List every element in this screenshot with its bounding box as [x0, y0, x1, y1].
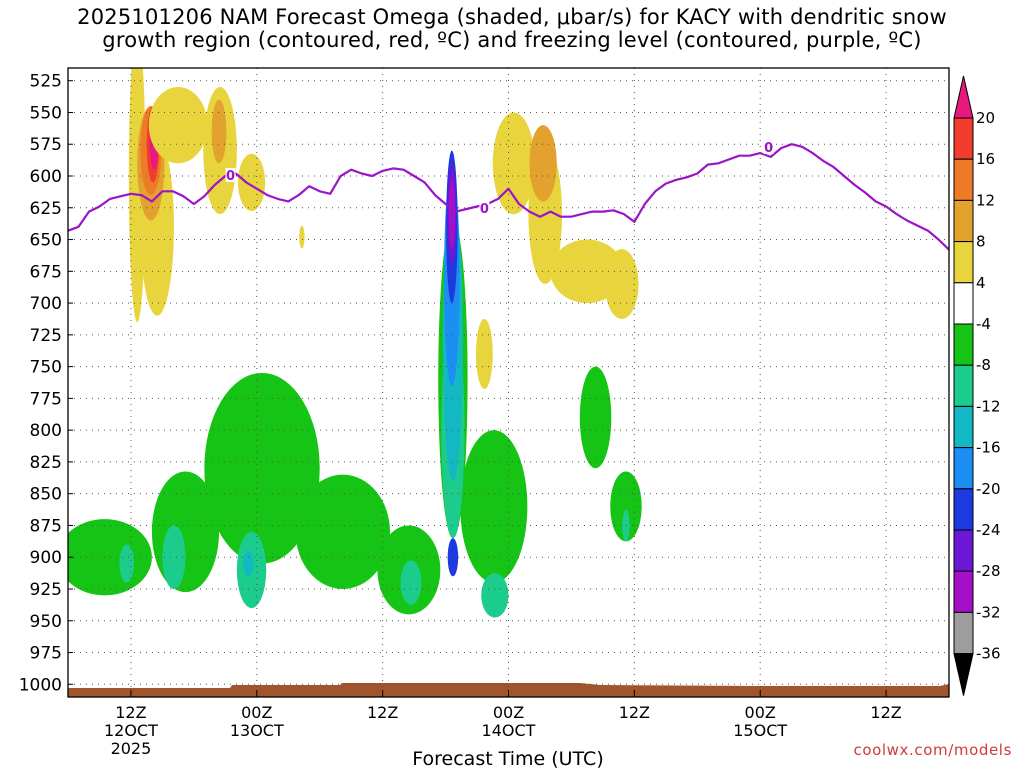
- omega-region: [622, 509, 630, 542]
- colorbar-label: 20: [976, 109, 995, 127]
- y-tick-label: 775: [30, 389, 62, 409]
- y-tick-label: 550: [30, 103, 62, 123]
- x-tick-sublabel: 15OCT: [733, 721, 787, 740]
- omega-region: [400, 560, 422, 605]
- freezing-level-contour: 0 0 0: [68, 140, 949, 251]
- omega-region: [529, 125, 557, 202]
- colorbar-band: [953, 364, 974, 407]
- colorbar-band: [953, 447, 974, 490]
- y-tick-label: 800: [30, 421, 62, 441]
- credit-text: coolwx.com/models: [853, 741, 1012, 759]
- colorbar-label: -16: [976, 439, 1001, 457]
- x-tick-sublabel: 13OCT: [230, 721, 284, 740]
- colorbar-label: -32: [976, 603, 1001, 621]
- omega-region: [481, 573, 509, 618]
- colorbar-band: [953, 529, 974, 572]
- colorbar-label: -8: [976, 356, 991, 374]
- colorbar-bottom-arrow: [953, 653, 974, 696]
- x-tick-label: 12Z: [870, 703, 901, 722]
- omega-region: [610, 471, 642, 542]
- colorbar-label: 12: [976, 191, 995, 209]
- omega-region: [148, 87, 208, 164]
- colorbar-label: -12: [976, 397, 1001, 415]
- omega-shading: [68, 68, 642, 618]
- colorbar-band: [953, 611, 974, 655]
- x-tick-label: 00Z: [745, 703, 776, 722]
- y-tick-label: 600: [30, 167, 62, 187]
- omega-region: [295, 474, 390, 589]
- x-tick-sublabel: 2025: [111, 739, 152, 758]
- colorbar-band: [953, 158, 974, 201]
- colorbar-band: [953, 323, 974, 366]
- omega-region: [162, 525, 186, 589]
- x-tick-label: 12Z: [367, 703, 398, 722]
- y-tick-label: 700: [30, 294, 62, 314]
- omega-region: [460, 430, 528, 583]
- y-tick-label: 950: [30, 612, 62, 632]
- y-tick-label: 725: [30, 326, 62, 346]
- chart-title-line-1: 2025101206 NAM Forecast Omega (shaded, μ…: [77, 5, 947, 29]
- omega-region: [299, 225, 305, 249]
- colorbar-label: -36: [976, 645, 1001, 663]
- colorbar-label: -28: [976, 562, 1001, 580]
- colorbar-label: -20: [976, 480, 1001, 498]
- y-tick-label: 850: [30, 485, 62, 505]
- y-tick-label: 575: [30, 135, 62, 155]
- y-tick-label: 750: [30, 358, 62, 378]
- freezing-level-label: 0: [226, 169, 235, 184]
- y-tick-label: 825: [30, 453, 62, 473]
- omega-region: [204, 372, 320, 564]
- omega-region: [448, 179, 456, 250]
- colorbar-label: 8: [976, 233, 986, 251]
- colorbar-band: [953, 488, 974, 531]
- y-tick-label: 1000: [19, 675, 62, 695]
- omega-region: [243, 550, 254, 577]
- pressure-axis: 525 550 575 600 625 650 675 700 725 750 775 800 825 8…: [19, 72, 73, 695]
- x-tick-sublabel: 14OCT: [482, 721, 536, 740]
- colorbar-label: -24: [976, 521, 1001, 539]
- y-tick-label: 925: [30, 580, 62, 600]
- omega-region: [119, 544, 135, 583]
- colorbar-band: [953, 405, 974, 449]
- x-axis-title: Forecast Time (UTC): [412, 748, 603, 768]
- x-tick-label: 00Z: [241, 703, 272, 722]
- chart-title-line-2: growth region (contoured, red, ºC) and f…: [102, 28, 922, 52]
- omega-region: [475, 318, 493, 389]
- omega-region: [237, 153, 266, 211]
- colorbar-label: -4: [976, 315, 991, 333]
- freezing-level-label: 0: [480, 202, 489, 217]
- colorbar-band: [953, 282, 974, 325]
- x-tick-label: 12Z: [115, 703, 146, 722]
- colorbar-band: [953, 570, 974, 613]
- y-tick-label: 525: [30, 72, 62, 92]
- colorbar-band: [953, 199, 974, 243]
- y-tick-label: 625: [30, 199, 62, 219]
- omega-region: [604, 249, 639, 319]
- freezing-level-label: 0: [764, 141, 773, 156]
- x-tick-label: 00Z: [493, 703, 524, 722]
- omega-region: [211, 99, 227, 164]
- y-tick-label: 975: [30, 644, 62, 664]
- omega-region: [579, 366, 612, 469]
- contour-label-bg: [763, 140, 774, 155]
- colorbar-top-arrow: [953, 75, 974, 119]
- x-tick-sublabel: 12OCT: [104, 721, 158, 740]
- colorbar-label: 16: [976, 150, 995, 168]
- colorbar-label: 4: [976, 274, 986, 292]
- y-tick-label: 875: [30, 516, 62, 536]
- contour-label-bg: [225, 168, 236, 183]
- y-tick-label: 650: [30, 231, 62, 251]
- contour-label-bg: [479, 201, 490, 216]
- colorbar-band: [953, 241, 974, 284]
- omega-region: [492, 112, 535, 215]
- colorbar: 20 16 12 8 4 -4 -8 -12 -16 -20 -24 -28 -32 -36: [953, 75, 1001, 696]
- freezing-level-line: [68, 143, 949, 251]
- chart-title: 2025101206 NAM Forecast Omega (shaded, μ…: [0, 6, 1024, 52]
- x-tick-label: 12Z: [619, 703, 650, 722]
- y-tick-label: 900: [30, 548, 62, 568]
- y-tick-label: 675: [30, 262, 62, 282]
- colorbar-band: [953, 117, 974, 160]
